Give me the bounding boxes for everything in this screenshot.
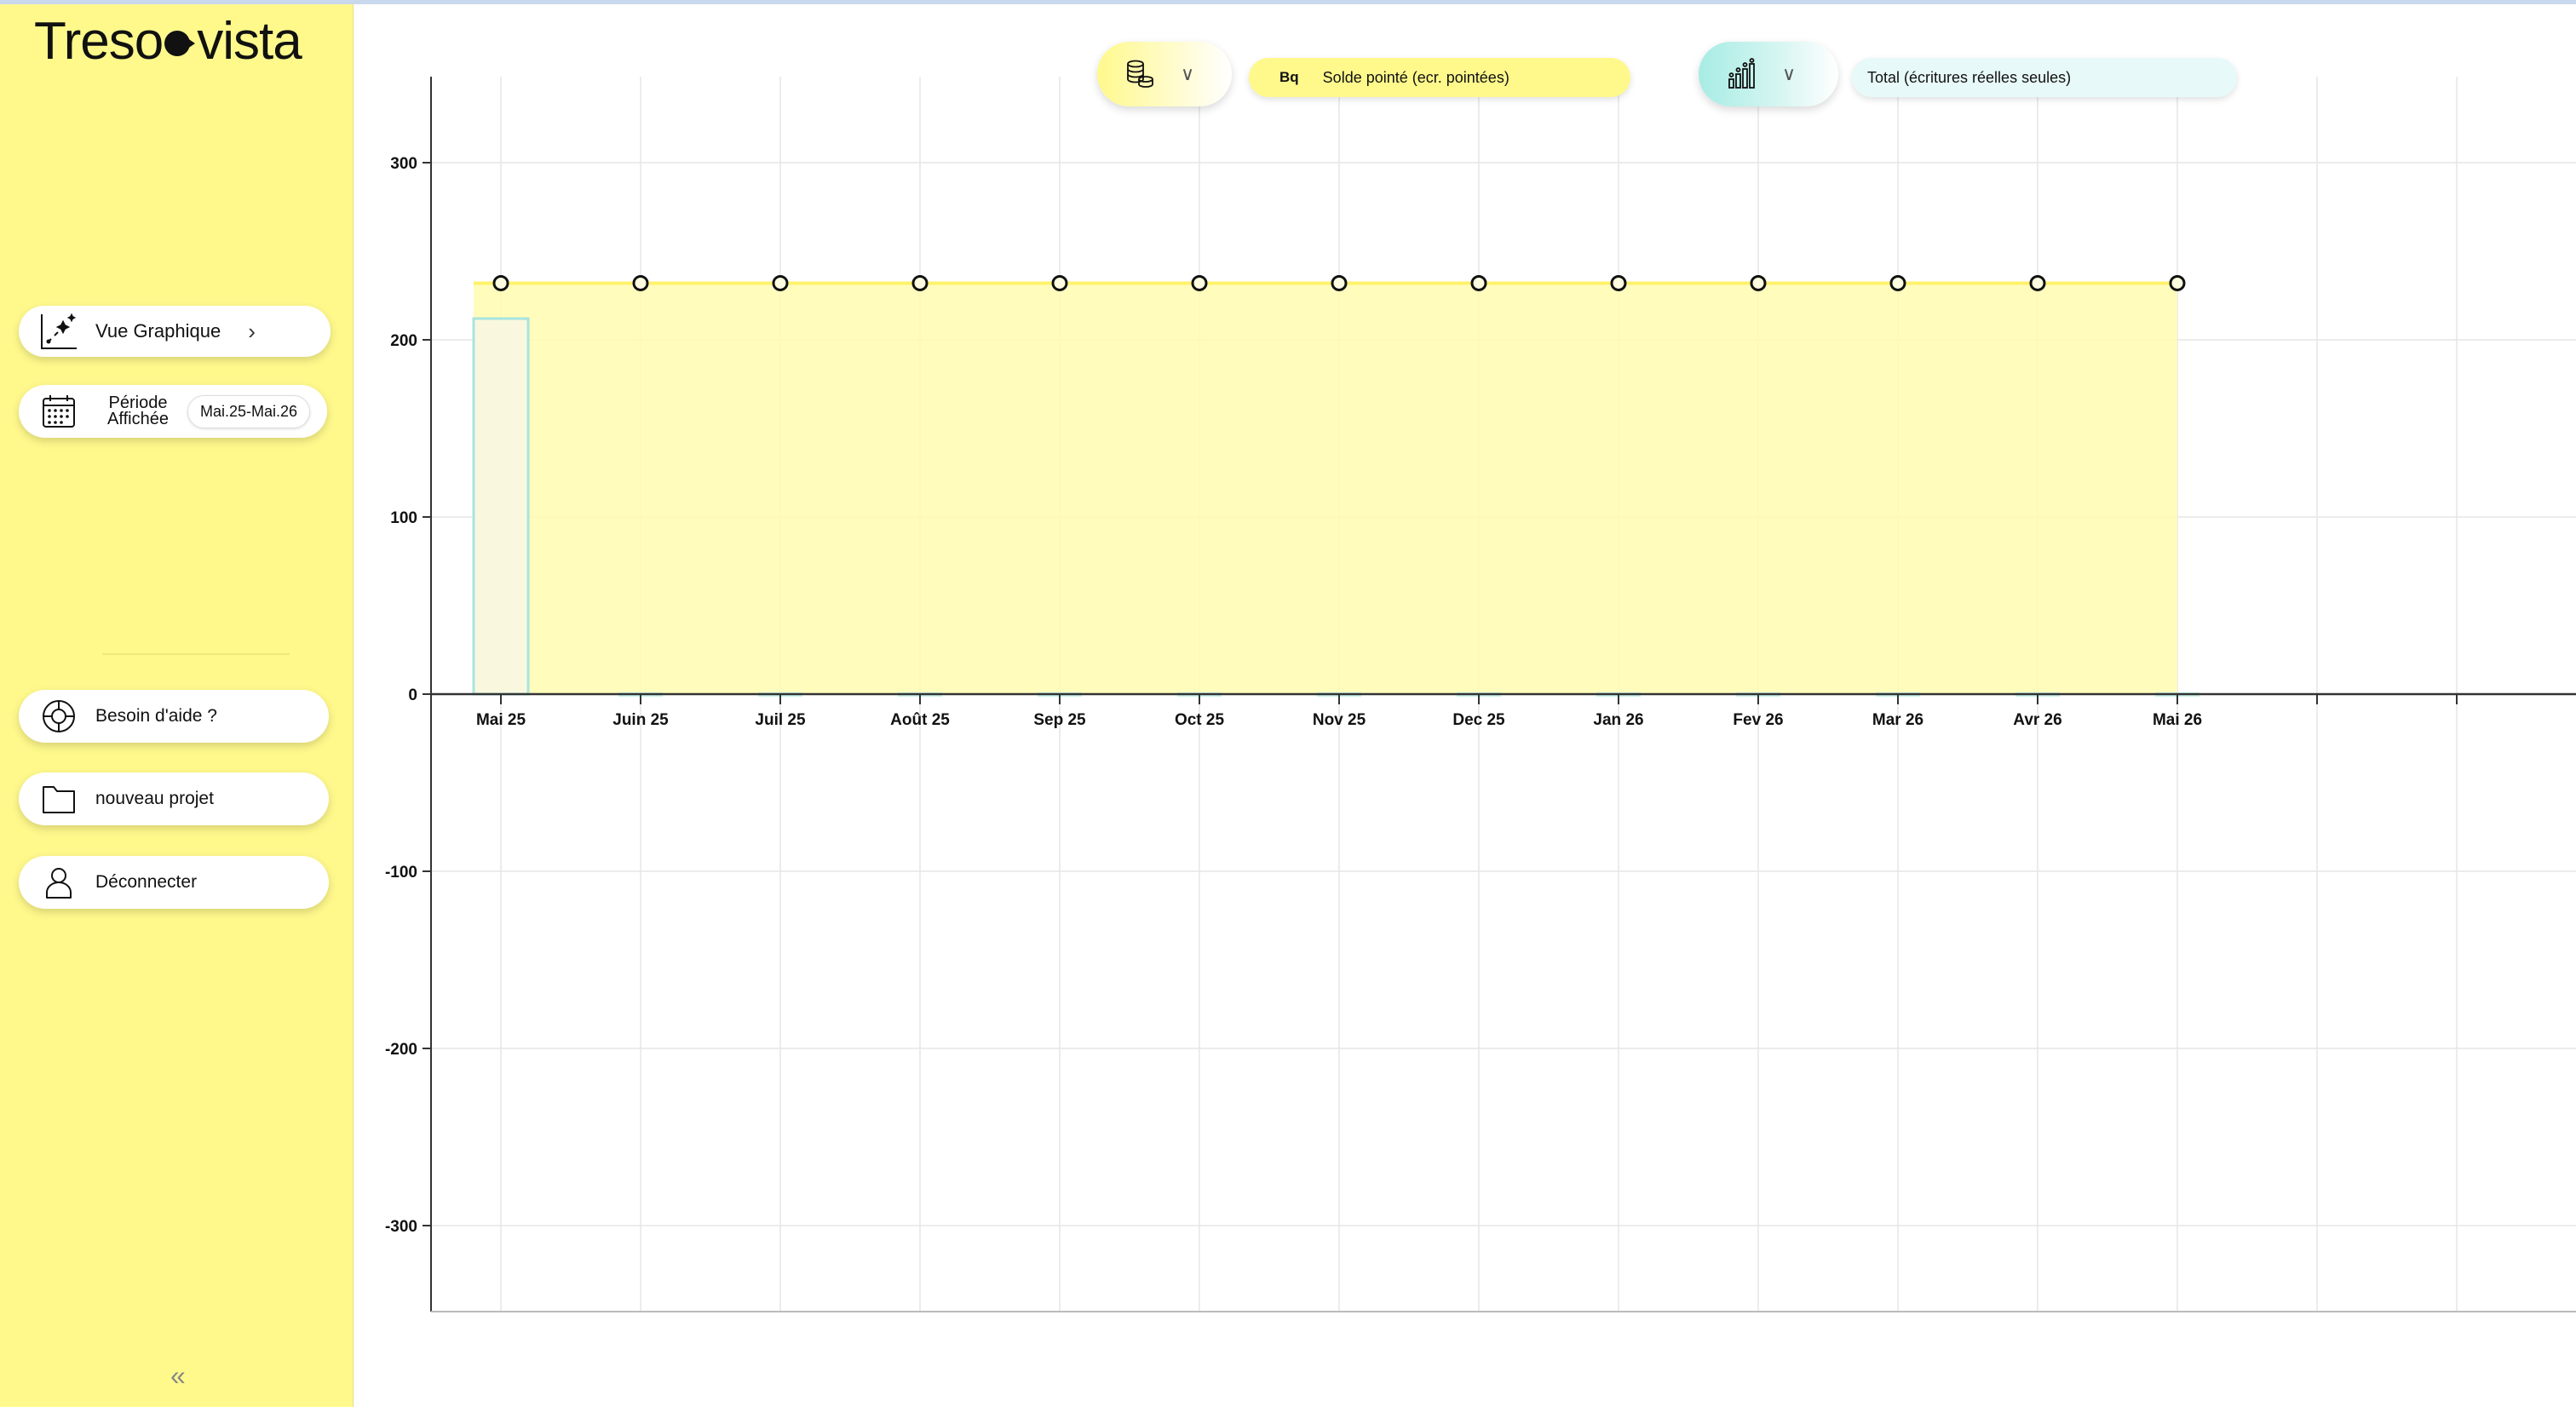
data-point bbox=[2029, 274, 2046, 291]
logo-mark-icon bbox=[164, 31, 196, 56]
x-tick-label: Avr 26 bbox=[2013, 711, 2061, 729]
chevron-right-icon: › bbox=[248, 318, 256, 344]
x-tick-label: Juil 25 bbox=[755, 711, 806, 729]
y-tick-label: -100 bbox=[385, 864, 417, 882]
data-point bbox=[1470, 274, 1487, 291]
window-top-border bbox=[0, 0, 2576, 4]
y-tick-label: -200 bbox=[385, 1041, 417, 1059]
mode-value: Total (écritures réelles seules) bbox=[1867, 68, 2072, 86]
vue-graphique-label: Vue Graphique bbox=[95, 320, 221, 342]
y-tick-label: -300 bbox=[385, 1218, 417, 1236]
x-tick-label: Août 25 bbox=[890, 711, 950, 729]
x-tick-label: Oct 25 bbox=[1175, 711, 1225, 729]
calendar-icon bbox=[37, 390, 80, 433]
collapse-sidebar-icon[interactable]: « bbox=[170, 1360, 186, 1391]
user-icon bbox=[37, 861, 80, 904]
x-tick-label: Juin 25 bbox=[612, 711, 669, 729]
x-tick-label: Jan 26 bbox=[1593, 711, 1643, 729]
new-project-label: nouveau projet bbox=[95, 789, 214, 808]
periode-label: Période Affichée bbox=[107, 393, 169, 428]
periode-affichee-control[interactable]: Période Affichée Mai.25-Mai.26 bbox=[19, 385, 327, 438]
logo-text-left: Treso bbox=[34, 11, 164, 71]
account-field[interactable]: Bq Solde pointé (ecr. pointées) bbox=[1249, 58, 1630, 97]
data-point bbox=[1191, 274, 1208, 291]
data-point bbox=[1889, 274, 1906, 291]
vue-graphique-button[interactable]: Vue Graphique › bbox=[19, 306, 331, 357]
app-logo[interactable]: Treso vista bbox=[34, 11, 302, 71]
data-point bbox=[1610, 274, 1627, 291]
logo-text-right: vista bbox=[197, 11, 302, 71]
y-tick-label: 300 bbox=[390, 155, 417, 173]
bar-value bbox=[472, 317, 530, 696]
mode-selector[interactable]: ∨ bbox=[1699, 42, 1838, 106]
area-solde bbox=[474, 283, 2177, 694]
sidebar: Treso vista Vue Graphique › bbox=[0, 4, 354, 1407]
new-project-button[interactable]: nouveau projet bbox=[19, 772, 329, 825]
account-selector[interactable]: ∨ bbox=[1097, 42, 1232, 106]
data-point bbox=[632, 274, 649, 291]
account-value: Solde pointé (ecr. pointées) bbox=[1322, 68, 1509, 86]
periode-value[interactable]: Mai.25-Mai.26 bbox=[187, 394, 311, 428]
y-tick-label: 0 bbox=[408, 686, 417, 704]
mode-field[interactable]: Total (écritures réelles seules) bbox=[1852, 58, 2237, 97]
x-tick-label: Mar 26 bbox=[1872, 711, 1923, 729]
x-tick-label: Nov 25 bbox=[1313, 711, 1366, 729]
help-label: Besoin d'aide ? bbox=[95, 706, 217, 726]
x-tick-label: Dec 25 bbox=[1452, 711, 1505, 729]
y-tick-label: 100 bbox=[390, 509, 417, 527]
chart-people-icon bbox=[1722, 55, 1760, 93]
account-prefix: Bq bbox=[1279, 69, 1299, 85]
x-tick-label: Sep 25 bbox=[1033, 711, 1086, 729]
data-point bbox=[1331, 274, 1348, 291]
data-point bbox=[1750, 274, 1767, 291]
y-tick-label: 200 bbox=[390, 332, 417, 350]
data-point bbox=[492, 274, 509, 291]
data-point bbox=[911, 274, 929, 291]
data-point bbox=[2169, 274, 2186, 291]
help-button[interactable]: Besoin d'aide ? bbox=[19, 690, 329, 743]
x-tick-label: Mai 26 bbox=[2153, 711, 2202, 729]
chevron-down-icon: ∨ bbox=[1181, 63, 1195, 84]
data-point bbox=[1051, 274, 1068, 291]
logout-label: Déconnecter bbox=[95, 872, 198, 892]
chevron-down-icon: ∨ bbox=[1782, 63, 1797, 84]
logout-button[interactable]: Déconnecter bbox=[19, 856, 329, 909]
sparkle-chart-icon bbox=[37, 310, 80, 353]
help-target-icon bbox=[37, 695, 80, 738]
sidebar-divider bbox=[102, 653, 290, 655]
folder-icon bbox=[37, 778, 80, 820]
x-tick-label: Mai 25 bbox=[476, 711, 526, 729]
x-tick-label: Fev 26 bbox=[1733, 711, 1783, 729]
data-point bbox=[772, 274, 789, 291]
coins-icon bbox=[1121, 55, 1159, 93]
